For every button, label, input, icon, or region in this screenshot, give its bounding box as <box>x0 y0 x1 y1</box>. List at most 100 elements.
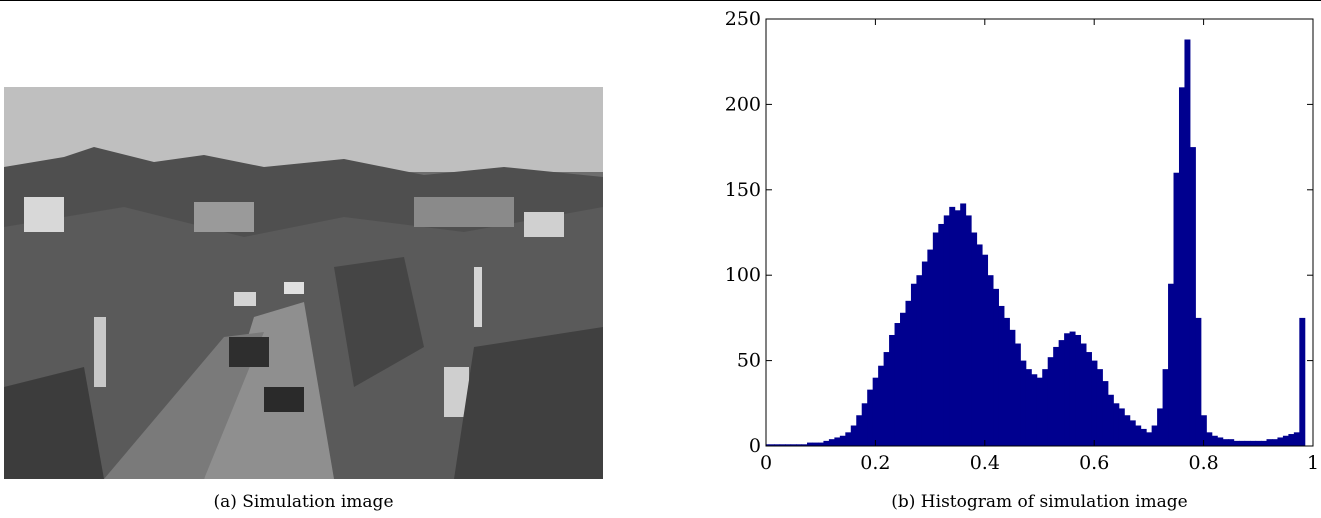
histogram-bar <box>1085 352 1092 446</box>
histogram-bar <box>1250 440 1257 446</box>
histogram-bar <box>785 444 792 446</box>
histogram-bar <box>1064 333 1071 446</box>
histogram-bar <box>1244 440 1251 446</box>
y-tick-label: 50 <box>737 350 761 372</box>
histogram-bar <box>1184 39 1191 446</box>
histogram-bar <box>828 439 835 446</box>
histogram-bar <box>921 261 928 446</box>
histogram-bar <box>938 223 945 446</box>
histogram-bar <box>839 435 846 446</box>
histogram-bar <box>1261 440 1268 446</box>
histogram-bar <box>1102 381 1109 446</box>
histogram-bar <box>971 232 978 446</box>
histogram-bar <box>867 389 874 446</box>
x-tick-label: 0.8 <box>1188 452 1218 474</box>
histogram-bar <box>1075 334 1082 446</box>
histogram-bar <box>905 300 912 446</box>
histogram-bar <box>1239 440 1246 446</box>
histogram-bar <box>954 210 961 446</box>
histogram-bar <box>1162 369 1169 446</box>
histogram-bars <box>766 39 1306 446</box>
histogram-bar <box>768 444 775 446</box>
histogram-bar <box>1107 394 1114 446</box>
histogram-bar <box>965 215 972 446</box>
histogram-bar <box>1157 408 1164 446</box>
histogram-bar <box>1255 440 1262 446</box>
histogram-bar <box>987 275 994 446</box>
histogram-bar <box>949 206 956 446</box>
histogram-bar <box>1266 439 1273 446</box>
x-tick-label: 0.4 <box>970 452 1000 474</box>
histogram-bar <box>1178 87 1185 446</box>
histogram-bar <box>774 444 781 446</box>
histogram-bar <box>1014 343 1021 446</box>
histogram-bar <box>834 437 841 446</box>
histogram-bar <box>993 288 999 446</box>
histogram-bar <box>1217 437 1224 446</box>
y-tick-label: 200 <box>725 93 761 115</box>
histogram-bar <box>1277 437 1284 446</box>
histogram-bar <box>1058 340 1065 446</box>
histogram-bar <box>817 442 824 446</box>
histogram-bar <box>1129 420 1136 446</box>
histogram-bar <box>766 444 770 446</box>
histogram-bar <box>1228 439 1235 446</box>
histogram-bar <box>801 444 808 446</box>
histogram-bar <box>812 442 819 446</box>
histogram-bar <box>1222 439 1229 446</box>
histogram-bar <box>1080 343 1087 446</box>
y-tick-label: 150 <box>725 179 761 201</box>
histogram-bar <box>1113 403 1120 446</box>
histogram-bar <box>1020 360 1027 446</box>
histogram-bar <box>1200 415 1207 446</box>
y-tick-labels: 0 50 100 150 200 250 <box>725 8 761 457</box>
y-tick-label: 250 <box>725 8 761 30</box>
histogram-bar <box>856 415 863 446</box>
histogram-bar <box>845 432 852 446</box>
histogram-bar <box>1096 369 1103 446</box>
histogram-bar <box>878 365 885 446</box>
y-tick-label: 0 <box>749 435 761 457</box>
histogram-bar <box>1211 435 1218 446</box>
histogram-bar <box>916 275 923 446</box>
y-tick-label: 100 <box>725 264 761 286</box>
axis-ticks <box>765 18 1314 447</box>
histogram-bar <box>998 305 1005 446</box>
histogram-bar <box>1091 360 1098 446</box>
histogram-bar <box>960 203 967 446</box>
histogram-bar <box>900 312 906 446</box>
x-tick-label: 0.2 <box>860 452 890 474</box>
histogram-bar <box>796 444 803 446</box>
histogram-bar <box>850 425 857 446</box>
histogram-bar <box>807 442 813 446</box>
histogram-bar <box>1118 408 1125 446</box>
histogram-bar <box>883 352 890 446</box>
histogram-bar <box>1293 432 1300 446</box>
histogram-bar <box>927 249 934 446</box>
histogram-bar <box>1299 317 1306 446</box>
histogram-bar <box>910 283 917 446</box>
histogram-bar <box>1195 317 1202 446</box>
histogram-bar <box>894 323 901 446</box>
histogram-bar <box>790 444 797 446</box>
x-tick-label: 0.6 <box>1079 452 1109 474</box>
histogram-bar <box>823 440 830 446</box>
caption-simulation-image: (a) Simulation image <box>213 492 394 512</box>
histogram-bar <box>1146 432 1153 446</box>
caption-histogram: (b) Histogram of simulation image <box>891 492 1188 512</box>
top-rule <box>0 0 1321 1</box>
histogram-bar <box>1206 432 1213 446</box>
histogram-bar <box>1282 435 1289 446</box>
plot-frame <box>765 18 1314 447</box>
histogram-bar <box>1042 369 1049 446</box>
histogram-bar <box>1271 439 1278 446</box>
histogram-bar <box>1053 346 1060 446</box>
x-tick-labels: 0 0.2 0.4 0.6 0.8 1 <box>760 452 1319 474</box>
histogram-bar <box>1168 283 1175 446</box>
histogram-bar <box>1036 377 1043 446</box>
histogram-bar <box>1233 440 1240 446</box>
histogram-bar <box>1003 317 1010 446</box>
histogram-bar <box>1009 329 1016 446</box>
histogram-bar <box>779 444 786 446</box>
histogram-bar <box>861 403 868 446</box>
